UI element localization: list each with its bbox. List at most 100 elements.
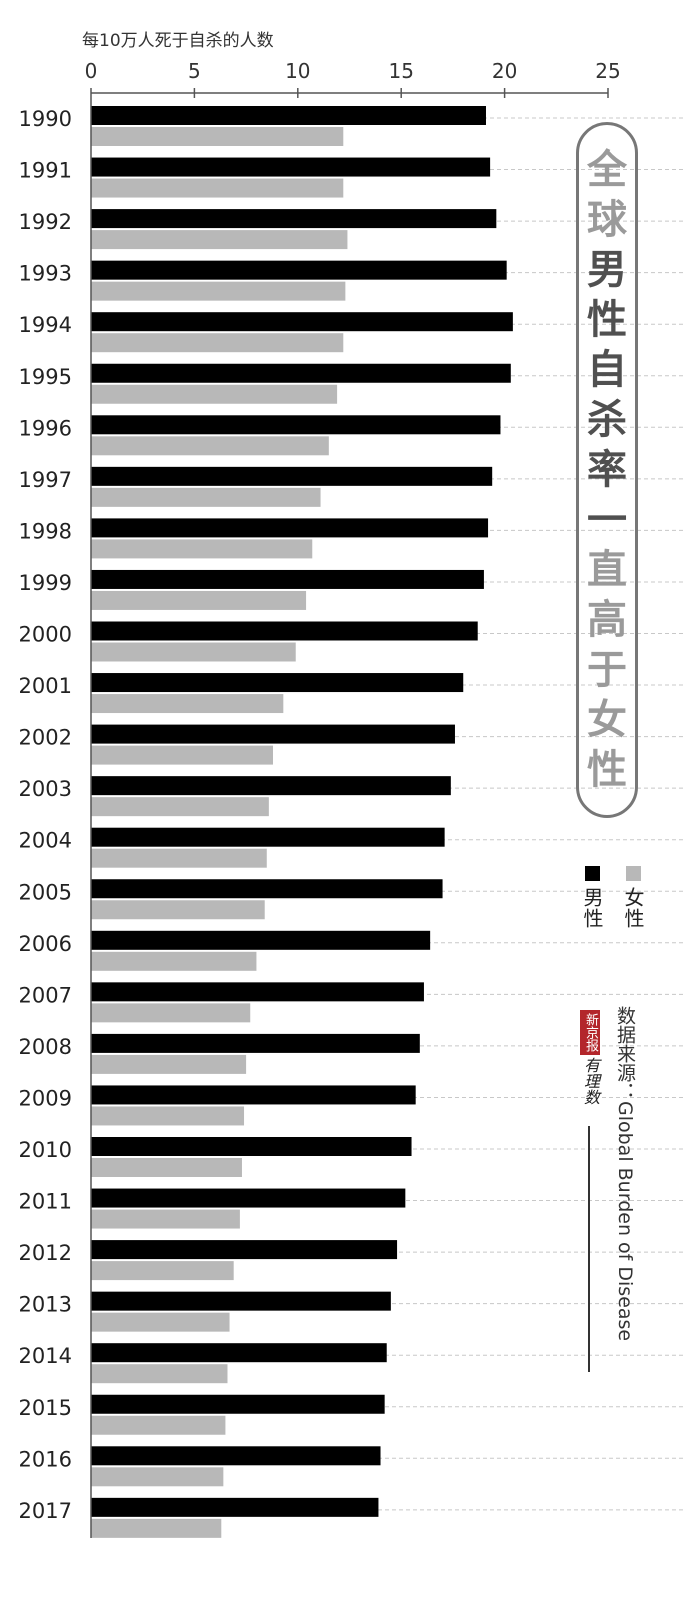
category-label: 2008 xyxy=(19,1035,72,1059)
bar-female-2005 xyxy=(91,900,265,920)
bar-male-2014 xyxy=(91,1343,387,1363)
bar-male-2007 xyxy=(91,982,424,1002)
title-char: 球 xyxy=(587,197,627,243)
x-tick-label: 15 xyxy=(388,59,413,83)
title-char: 直 xyxy=(587,547,627,593)
bar-female-2009 xyxy=(91,1106,245,1126)
category-label: 1994 xyxy=(19,313,72,337)
bar-male-2009 xyxy=(91,1085,416,1105)
bar-female-2001 xyxy=(91,694,284,714)
bar-female-1996 xyxy=(91,436,329,456)
logo-badge: 新京报 xyxy=(580,1010,600,1055)
category-label: 2016 xyxy=(19,1447,72,1471)
bar-female-2013 xyxy=(91,1312,230,1332)
bar-male-2015 xyxy=(91,1394,385,1414)
bar-female-1992 xyxy=(91,230,348,250)
bar-male-2004 xyxy=(91,827,445,847)
logo-script: 有理数 xyxy=(581,1057,600,1105)
category-label: 2002 xyxy=(19,726,72,750)
bar-male-2013 xyxy=(91,1291,391,1311)
category-label: 1998 xyxy=(19,519,72,543)
bar-female-2004 xyxy=(91,848,267,868)
bar-male-2002 xyxy=(91,724,455,744)
legend-swatch-female xyxy=(626,866,641,881)
bar-female-1993 xyxy=(91,281,346,301)
bar-female-2003 xyxy=(91,797,269,817)
title-char: 杀 xyxy=(587,397,627,443)
category-label: 2006 xyxy=(19,932,72,956)
category-label: 1996 xyxy=(19,416,72,440)
bar-male-2001 xyxy=(91,673,464,693)
title-char: 女 xyxy=(587,697,627,743)
bar-female-1997 xyxy=(91,487,321,507)
bar-female-2017 xyxy=(91,1518,222,1538)
title-char: 全 xyxy=(587,147,627,193)
bar-male-1995 xyxy=(91,363,511,383)
legend-item-male: 男性 xyxy=(578,866,607,929)
title-char: 自 xyxy=(587,347,627,393)
category-label: 2017 xyxy=(19,1499,72,1523)
category-label: 1997 xyxy=(19,468,72,492)
bar-male-2012 xyxy=(91,1240,398,1260)
category-label: 2004 xyxy=(19,829,72,853)
bar-female-2016 xyxy=(91,1467,224,1487)
bar-male-2008 xyxy=(91,1033,420,1053)
bar-female-2015 xyxy=(91,1415,226,1435)
bar-female-1995 xyxy=(91,384,338,404)
title-char: 率 xyxy=(587,447,627,493)
source-divider xyxy=(588,1126,590,1372)
legend-label-male: 男性 xyxy=(580,887,604,929)
title-char: 于 xyxy=(587,647,627,693)
x-tick-label: 5 xyxy=(188,59,201,83)
category-label: 1999 xyxy=(19,571,72,595)
bar-female-2011 xyxy=(91,1209,240,1229)
bar-male-1994 xyxy=(91,312,513,332)
category-label: 2001 xyxy=(19,674,72,698)
chart-title: 全球男性自杀率一直高于女性 xyxy=(576,122,638,818)
bar-female-2006 xyxy=(91,951,257,971)
bar-male-1997 xyxy=(91,466,493,486)
bar-male-2016 xyxy=(91,1446,381,1466)
x-tick-label: 25 xyxy=(595,59,620,83)
bar-male-2010 xyxy=(91,1137,412,1156)
bar-male-1993 xyxy=(91,260,507,280)
title-char: 高 xyxy=(587,597,627,643)
category-label: 1995 xyxy=(19,365,72,389)
category-label: 2015 xyxy=(19,1396,72,1420)
bar-male-2003 xyxy=(91,776,451,796)
data-source: 数据来源：Global Burden of Disease xyxy=(614,1006,636,1342)
bar-female-1991 xyxy=(91,178,344,198)
category-label: 2009 xyxy=(19,1086,72,1110)
bar-male-1999 xyxy=(91,569,484,589)
bar-female-2007 xyxy=(91,1003,251,1023)
category-label: 2012 xyxy=(19,1241,72,1265)
bar-male-2000 xyxy=(91,621,478,641)
title-char: 男 xyxy=(587,247,627,293)
bar-male-1992 xyxy=(91,209,497,229)
category-labels: 1990 1991 1992 1993 1994 1995 1996 1997 1998 1999… xyxy=(19,107,72,1523)
legend-label-female: 女性 xyxy=(621,887,645,929)
category-label: 2003 xyxy=(19,777,72,801)
category-label: 2000 xyxy=(19,623,72,647)
x-tick-label: 10 xyxy=(285,59,310,83)
bar-female-1990 xyxy=(91,127,344,146)
title-char: 性 xyxy=(587,747,627,793)
bar-female-2002 xyxy=(91,745,273,765)
bar-female-2012 xyxy=(91,1261,234,1281)
bars xyxy=(91,106,513,1538)
category-label: 1990 xyxy=(19,107,72,131)
bar-male-2006 xyxy=(91,930,431,950)
bar-female-2000 xyxy=(91,642,296,662)
publisher-logo: 新京报 有理数 xyxy=(578,1010,602,1105)
x-axis-ticks: 0 5 10 15 20 25 xyxy=(85,59,621,98)
bar-male-2005 xyxy=(91,879,443,899)
title-char: 一 xyxy=(587,497,627,543)
category-label: 1993 xyxy=(19,262,72,286)
category-label: 2011 xyxy=(19,1190,72,1214)
bar-male-1991 xyxy=(91,157,491,177)
category-label: 2014 xyxy=(19,1344,72,1368)
category-label: 1992 xyxy=(19,210,72,234)
bar-female-1998 xyxy=(91,539,313,559)
bar-female-2010 xyxy=(91,1158,242,1177)
